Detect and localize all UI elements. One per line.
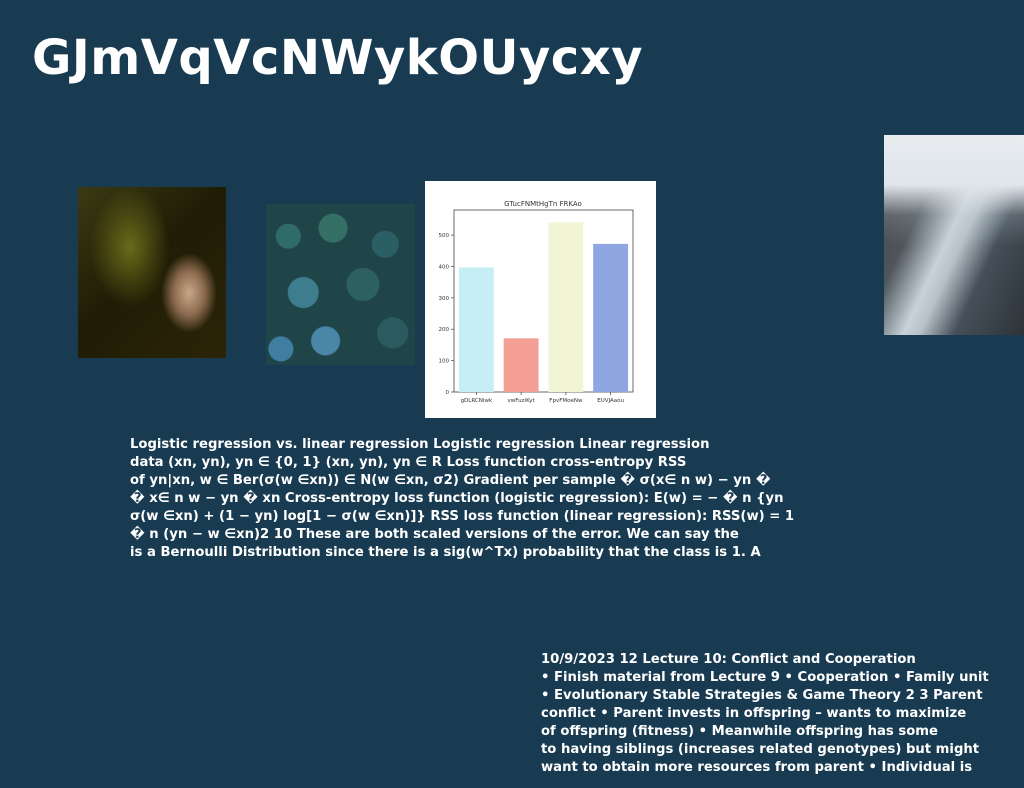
bar-EUVJAaou (593, 243, 629, 392)
bar-chart-svg: GTucFNMtHgTn FRKAo 0 100 200 300 400 500 gDLR… (439, 200, 634, 404)
y-tick-label: 200 (439, 327, 450, 333)
lecture-text-cooperation: 10/9/2023 12 Lecture 10: Conflict and Co… (541, 651, 989, 777)
text-line: conflict • Parent invests in offspring –… (541, 706, 967, 721)
bar-chart: GTucFNMtHgTn FRKAo 0 100 200 300 400 500 gDLR… (425, 181, 656, 418)
y-tick-label: 400 (439, 264, 450, 270)
text-line: data (xn, yn), yn ∈ {0, 1} (xn, yn), yn … (130, 455, 687, 470)
plot-frame (453, 209, 634, 393)
text-line: of yn|xn, w ∈ Ber(σ(w ∈xn)) ∈ N(w ∈xn, σ… (130, 473, 771, 488)
chart-y-ticks: 0 100 200 300 400 500 (439, 233, 454, 396)
chart-title: GTucFNMtHgTn FRKAo (504, 200, 582, 208)
text-line: want to obtain more resources from paren… (541, 760, 973, 775)
text-line: • Evolutionary Stable Strategies & Game … (541, 688, 983, 703)
text-line: 10/9/2023 12 Lecture 10: Conflict and Co… (541, 652, 916, 667)
y-tick-label: 500 (439, 233, 450, 239)
snowy-mountain-photo (884, 135, 1024, 335)
chart-x-ticks: gDLRCNIwk vwFuziKyt FpvFMoeNw EUVJAaou (461, 392, 624, 404)
text-line: Logistic regression vs. linear regressio… (130, 437, 710, 452)
page-title: GJmVqVcNWykOUycxy (32, 30, 643, 86)
bar-gDLRCNIwk (458, 267, 494, 392)
text-line: � x∈ n w − yn � xn Cross-entropy loss fu… (130, 491, 784, 506)
x-tick-label: vwFuziKyt (508, 398, 536, 404)
text-line: is a Bernoulli Distribution since there … (130, 545, 761, 560)
lecture-text-regression: Logistic regression vs. linear regressio… (130, 436, 794, 562)
x-tick-label: FpvFMoeNw (549, 398, 583, 404)
y-tick-label: 300 (439, 296, 450, 302)
forest-aerial-photo (266, 204, 415, 365)
text-line: of offspring (fitness) • Meanwhile offsp… (541, 724, 938, 739)
bar-FpvFMoeNw (548, 222, 584, 392)
text-line: σ(w ∈xn) + (1 − yn) log[1 − σ(w ∈xn)]} R… (130, 509, 795, 524)
y-tick-label: 100 (439, 359, 450, 365)
bar-vwFuziKyt (503, 338, 539, 392)
y-tick-label: 0 (446, 390, 450, 396)
x-tick-label: gDLRCNIwk (461, 398, 493, 404)
text-line: to having siblings (increases related ge… (541, 742, 980, 757)
text-line: � n (yn − w ∈xn)2 10 These are both scal… (130, 527, 739, 542)
face-photo (78, 187, 226, 358)
text-line: • Finish material from Lecture 9 • Coope… (541, 670, 989, 685)
chart-axes (453, 209, 634, 393)
chart-bars (458, 222, 629, 392)
x-tick-label: EUVJAaou (597, 398, 624, 404)
